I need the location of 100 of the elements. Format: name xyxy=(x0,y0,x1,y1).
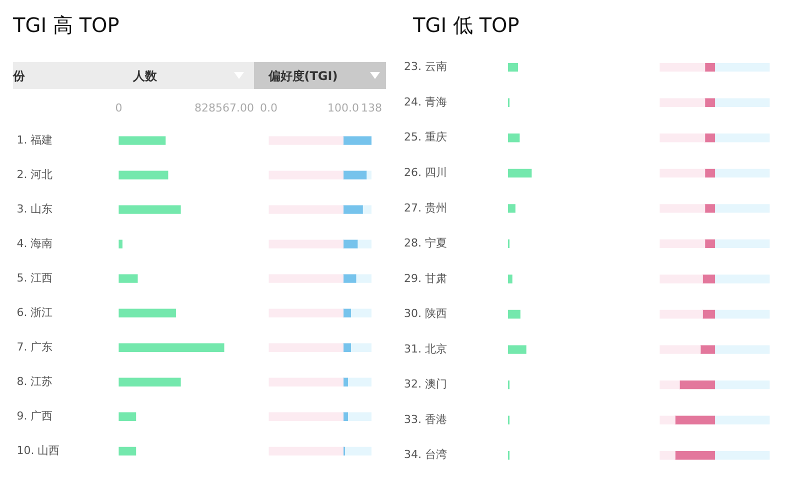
bar xyxy=(704,204,716,213)
bar xyxy=(342,205,363,214)
y-tick-label: 8. 江苏 xyxy=(16,374,53,388)
y-tick-label: 1. 福建 xyxy=(16,133,53,146)
bar xyxy=(118,240,122,248)
chart-title: TGI 高 TOP xyxy=(13,13,120,37)
bar xyxy=(704,63,716,72)
y-tick-label: 30. 陕西 xyxy=(404,307,447,320)
bar xyxy=(508,345,526,354)
bar xyxy=(362,205,372,214)
y-tick-label: 3. 山东 xyxy=(16,202,53,216)
bar xyxy=(714,63,770,72)
bar xyxy=(118,170,168,180)
bar xyxy=(118,205,181,214)
bar xyxy=(714,310,770,319)
bar xyxy=(508,134,520,142)
bar xyxy=(508,274,512,284)
bar xyxy=(714,204,770,213)
y-tick-label: 6. 浙江 xyxy=(16,306,53,319)
bar xyxy=(714,239,770,248)
bar xyxy=(268,136,344,145)
bar xyxy=(350,308,372,318)
bar xyxy=(347,378,372,386)
bar xyxy=(268,378,344,386)
y-tick-label: 33. 香港 xyxy=(404,412,447,426)
bar xyxy=(508,63,518,72)
bar xyxy=(356,274,372,283)
bar xyxy=(660,416,676,424)
bar xyxy=(118,446,136,456)
bar xyxy=(660,134,706,142)
bar xyxy=(342,240,358,248)
bar xyxy=(660,168,706,178)
bar xyxy=(714,98,770,107)
bar xyxy=(679,380,716,390)
bar xyxy=(704,134,716,142)
bar xyxy=(660,98,706,107)
bar xyxy=(660,239,706,248)
bar xyxy=(366,170,372,180)
bar xyxy=(660,310,703,319)
x-axis-title: 人数 xyxy=(133,68,157,83)
bar xyxy=(268,170,344,180)
bar xyxy=(342,136,372,145)
bar xyxy=(342,170,367,180)
y-tick-label: 24. 青海 xyxy=(404,95,447,108)
bar xyxy=(660,345,701,354)
y-tick-label: 31. 北京 xyxy=(404,342,447,356)
x-tick-label: 828567.00 xyxy=(194,102,254,115)
x-tick-label: 0 xyxy=(115,102,122,115)
bar xyxy=(508,204,516,213)
bar xyxy=(118,412,136,421)
bar xyxy=(702,310,716,319)
y-tick-label: 32. 澳门 xyxy=(404,378,447,391)
bar xyxy=(660,451,676,460)
bar xyxy=(660,63,706,72)
bar xyxy=(714,416,770,424)
bar xyxy=(714,451,770,460)
bar xyxy=(704,98,716,107)
x-tick-label: 100.0 xyxy=(327,102,359,115)
y-tick-label: 26. 四川 xyxy=(404,166,447,180)
y-tick-label: 2. 河北 xyxy=(16,168,53,181)
bar xyxy=(342,343,351,352)
bar xyxy=(347,412,372,421)
bar xyxy=(508,310,520,319)
y-tick-label: 5. 江西 xyxy=(16,271,53,284)
y-tick-label: 28. 宁夏 xyxy=(404,236,447,250)
bar xyxy=(118,274,138,283)
bar xyxy=(508,168,532,178)
bar xyxy=(702,274,716,284)
bar xyxy=(268,240,344,248)
bar xyxy=(674,416,716,424)
bar xyxy=(118,308,176,318)
y-tick-label: 25. 重庆 xyxy=(404,130,447,144)
bar xyxy=(118,343,224,352)
x-tick-label: 0.0 xyxy=(260,102,278,115)
bar xyxy=(714,168,770,178)
y-tick-label: 9. 广西 xyxy=(16,409,53,422)
bar xyxy=(268,412,344,421)
bar xyxy=(714,134,770,142)
y-tick-label: 7. 广东 xyxy=(16,340,53,354)
bar xyxy=(674,451,716,460)
bar xyxy=(660,380,680,390)
x-axis-title: 偏好度(TGI) xyxy=(268,68,338,83)
bar xyxy=(268,274,344,283)
bar xyxy=(700,345,716,354)
bar xyxy=(344,446,372,456)
bar xyxy=(704,168,716,178)
y-tick-label: 4. 海南 xyxy=(16,236,53,250)
y-tick-label: 23. 云南 xyxy=(404,60,447,74)
y-axis-title: 份 xyxy=(13,68,25,83)
x-tick-label: 138 xyxy=(361,102,382,115)
y-tick-label: 10. 山西 xyxy=(16,444,60,458)
bar xyxy=(342,274,356,283)
y-tick-label: 29. 甘肃 xyxy=(404,272,447,285)
bar xyxy=(357,240,372,248)
bar xyxy=(118,136,166,145)
bar xyxy=(660,204,706,213)
bar xyxy=(268,205,344,214)
bar xyxy=(714,380,770,390)
bar xyxy=(714,345,770,354)
y-tick-label: 34. 台湾 xyxy=(404,448,447,462)
